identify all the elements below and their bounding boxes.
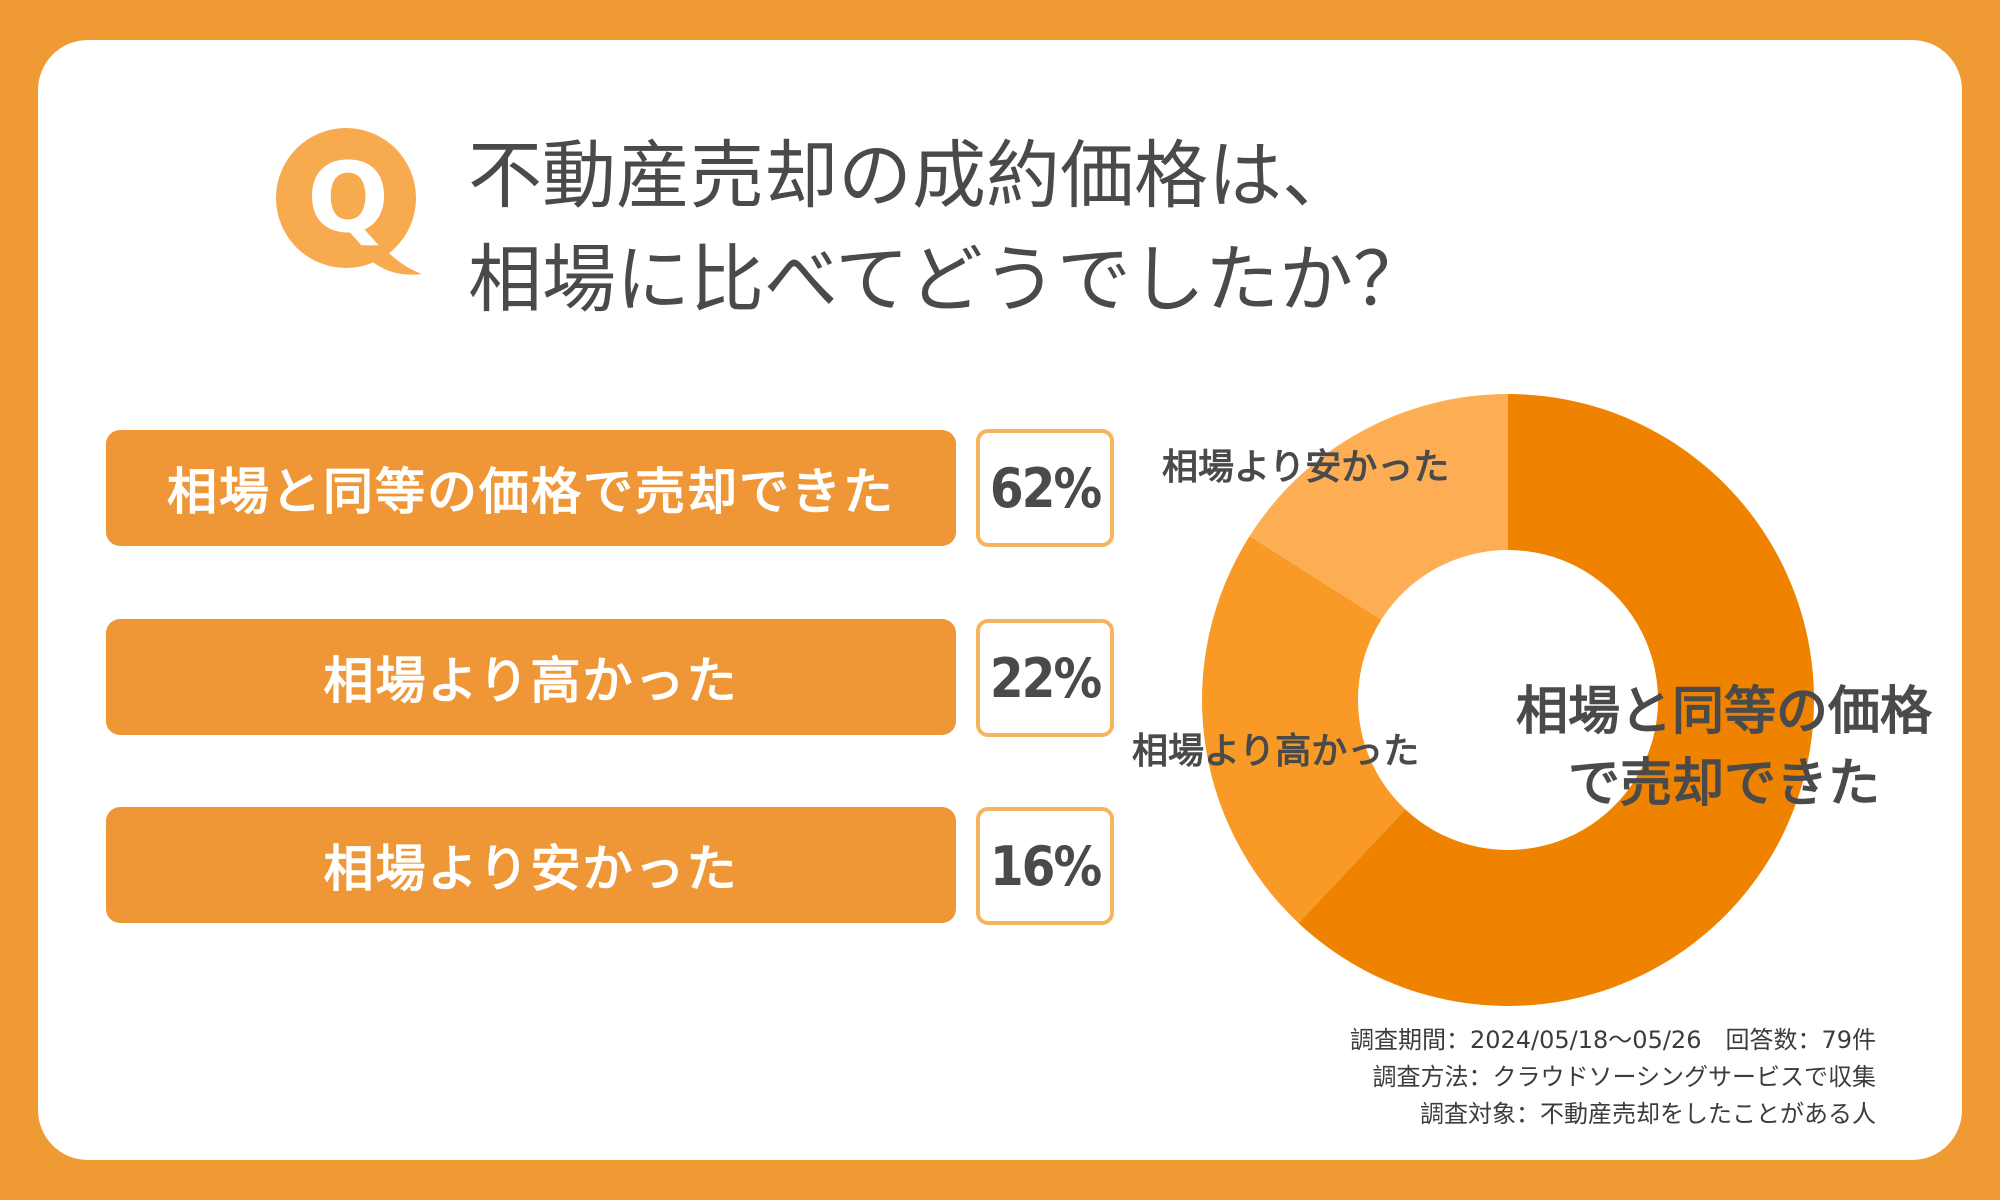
title-line-2: 相場に比べてどうでしたか？ [468, 237, 1428, 323]
speech-bubble-icon [276, 128, 422, 275]
answer-label-equal: 相場と同等の価格で売却できた [106, 430, 956, 546]
answer-percent-lower: 16% [976, 807, 1114, 925]
title-line-1: 不動産売却の成約価格は、 [468, 133, 1356, 219]
question-letter: Q [307, 142, 389, 254]
page-title: 不動産売却の成約価格は、 相場に比べてどうでしたか？ [468, 124, 1668, 332]
answer-percent-higher: 22% [976, 619, 1114, 737]
answer-label-lower: 相場より安かった [106, 807, 956, 923]
question-badge: Q [272, 128, 424, 280]
footnote-period: 調査期間：2024/05/18〜05/26 回答数：79件 [1349, 1026, 1876, 1054]
survey-footnote: 調査期間：2024/05/18〜05/26 回答数：79件 調査方法：クラウドソ… [1350, 1022, 1876, 1133]
answer-percent-equal: 62% [976, 429, 1114, 547]
footnote-method: 調査方法：クラウドソーシングサービスで収集 [1372, 1063, 1876, 1091]
answer-label-higher: 相場より高かった [106, 619, 956, 735]
footnote-target: 調査対象：不動産売却をしたことがある人 [1420, 1100, 1876, 1128]
